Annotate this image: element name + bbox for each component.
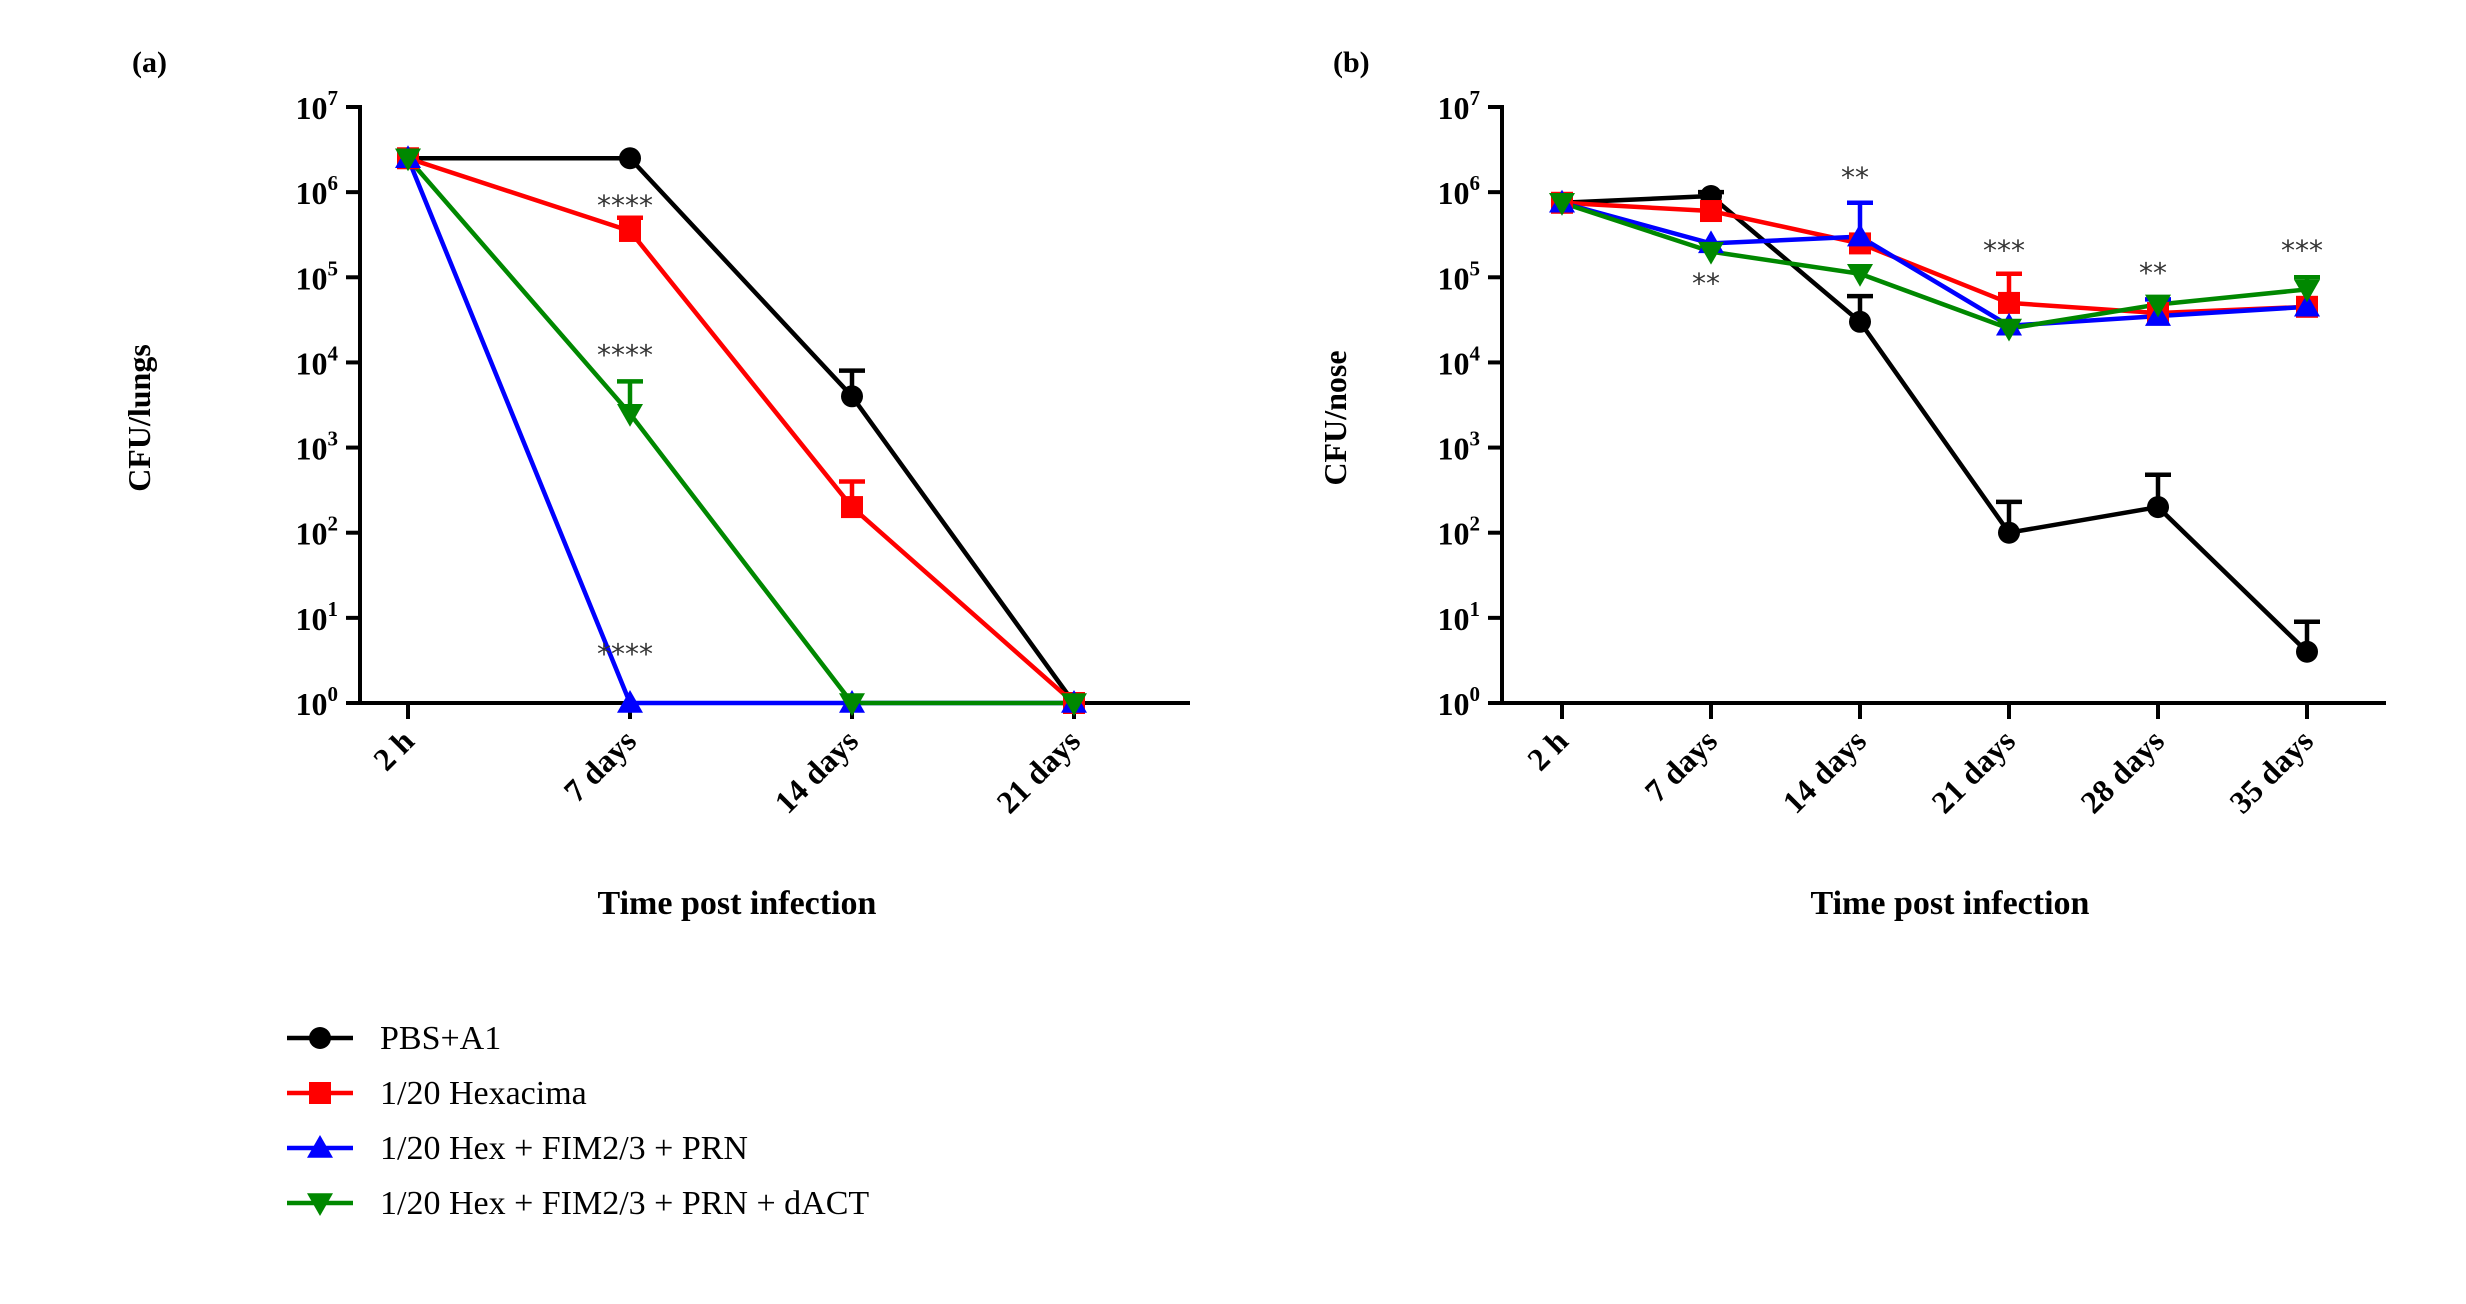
data-point xyxy=(395,148,421,172)
legend-marker xyxy=(307,1193,333,1216)
legend-label: PBS+A1 xyxy=(380,1020,501,1057)
data-point xyxy=(617,403,643,427)
y-tick-label: 101 xyxy=(1438,597,1481,637)
y-tick-label: 102 xyxy=(1438,512,1481,552)
data-point xyxy=(2294,279,2320,303)
panel-a-y-axis-title: CFU/lungs xyxy=(121,344,157,492)
data-point xyxy=(1847,264,1873,287)
data-point xyxy=(1998,291,2020,314)
y-tick-label: 103 xyxy=(1438,427,1481,467)
data-point xyxy=(1996,318,2022,342)
legend-label: 1/20 Hex + FIM2/3 + PRN xyxy=(380,1130,748,1167)
data-point xyxy=(2294,293,2320,317)
data-point xyxy=(839,693,865,716)
series-line xyxy=(406,156,1074,706)
data-point xyxy=(1849,310,1871,333)
panel-a-label: (a) xyxy=(132,46,167,79)
data-point xyxy=(1061,693,1087,716)
series-line xyxy=(1561,200,2308,316)
legend-item: PBS+A1 xyxy=(287,1020,501,1057)
series-line xyxy=(407,156,1076,705)
panel-b-series xyxy=(1549,185,2320,663)
legend: PBS+A1 1/20 Hexacima 1/20 Hex + FIM2/3 + P… xyxy=(287,1020,869,1222)
panel-b-x-axis-title: Time post infection xyxy=(1811,885,2090,922)
y-tick-label: 103 xyxy=(296,427,339,467)
data-point xyxy=(1698,241,1724,265)
significance-annotation: ** xyxy=(2139,257,2167,290)
y-tick-label: 107 xyxy=(1438,86,1481,126)
panel-b-label: (b) xyxy=(1333,46,1370,79)
significance-annotation: *** xyxy=(1983,234,2025,267)
series-line xyxy=(1561,200,2308,331)
significance-annotation: **** xyxy=(597,189,653,222)
series-line xyxy=(1561,193,2309,654)
data-point xyxy=(617,690,643,713)
series-line xyxy=(408,156,1076,705)
y-tick-label: 104 xyxy=(296,341,339,381)
legend-label: 1/20 Hexacima xyxy=(380,1075,587,1112)
data-point xyxy=(841,496,863,519)
series-line xyxy=(1561,200,2308,328)
data-point xyxy=(2147,496,2169,519)
data-point xyxy=(619,219,641,242)
y-tick-label: 101 xyxy=(296,597,339,637)
legend-item: 1/20 Hexacima xyxy=(287,1075,587,1112)
significance-annotation: ** xyxy=(1692,267,1720,300)
y-tick-label: 105 xyxy=(1438,256,1481,296)
y-tick-label: 100 xyxy=(296,682,339,722)
y-tick-label: 107 xyxy=(296,86,339,126)
legend-item: 1/20 Hex + FIM2/3 + PRN + dACT xyxy=(287,1185,869,1222)
y-tick-label: 105 xyxy=(296,256,339,296)
data-point xyxy=(2145,294,2171,318)
data-point xyxy=(1549,193,1575,216)
data-point xyxy=(1847,223,1873,247)
panel-a-annotations: **** **** **** xyxy=(597,189,653,671)
y-tick-label: 104 xyxy=(1438,341,1481,381)
panel-a-x-axis-title: Time post infection xyxy=(598,885,877,922)
legend-label: 1/20 Hex + FIM2/3 + PRN + dACT xyxy=(380,1185,869,1222)
legend-marker xyxy=(309,1027,331,1049)
data-point xyxy=(841,385,863,408)
legend-marker xyxy=(307,1135,333,1158)
significance-annotation: *** xyxy=(2281,234,2323,267)
y-tick-label: 100 xyxy=(1438,682,1481,722)
significance-annotation: **** xyxy=(597,638,653,671)
data-point xyxy=(2296,640,2318,663)
y-tick-label: 106 xyxy=(1438,171,1481,211)
panel-a-series xyxy=(395,145,1087,716)
legend-marker xyxy=(309,1082,331,1104)
significance-annotation: ** xyxy=(1841,161,1869,194)
y-tick-label: 102 xyxy=(296,512,339,552)
data-point xyxy=(1998,521,2020,544)
legend-item: 1/20 Hex + FIM2/3 + PRN xyxy=(287,1130,748,1167)
significance-annotation: **** xyxy=(597,339,653,372)
data-point xyxy=(1700,200,1722,223)
panel-b-annotations: ************ xyxy=(1692,161,2323,300)
data-point xyxy=(619,147,641,170)
y-tick-label: 106 xyxy=(296,171,339,211)
panel-b-y-axis-title: CFU/nose xyxy=(1317,350,1353,485)
